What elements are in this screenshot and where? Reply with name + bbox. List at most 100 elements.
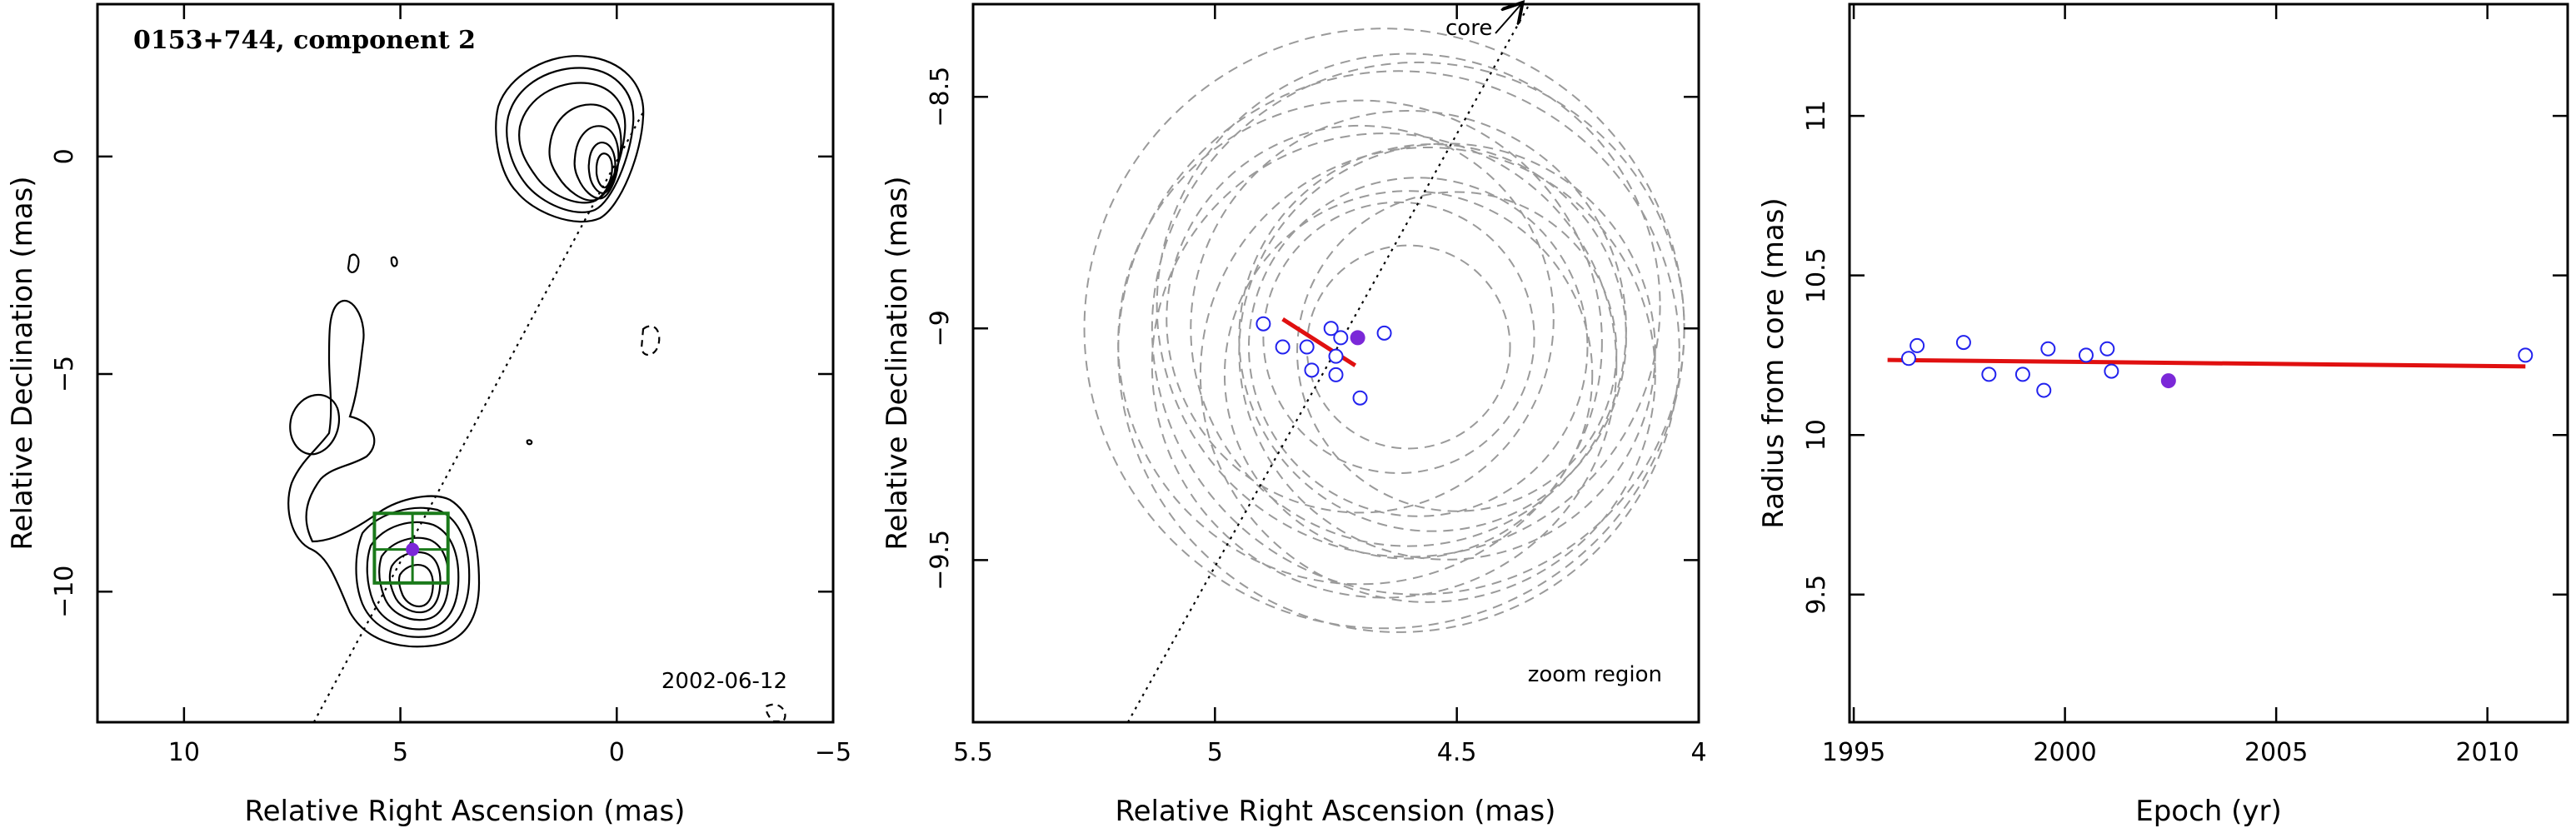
radius-xtick-label: 1995 bbox=[1822, 738, 1885, 767]
component-box bbox=[372, 511, 450, 585]
error-circles bbox=[1083, 27, 1685, 633]
contour-lines bbox=[287, 55, 786, 723]
zoom-ticks: 5.5 5 4.5 4 −8.5 −9 −9.5 bbox=[926, 4, 1707, 767]
zoom-current-epoch-point bbox=[1350, 330, 1365, 346]
error-circle bbox=[1247, 177, 1589, 517]
blob-contour-a bbox=[347, 253, 360, 273]
zoom-data-point bbox=[1256, 316, 1271, 332]
contour-map-date: 2002-06-12 bbox=[661, 669, 787, 694]
zoom-ytick-label: −8.5 bbox=[926, 67, 955, 127]
zoom-xtick-label: 5 bbox=[1207, 738, 1223, 767]
contour-map-plot-area bbox=[287, 55, 786, 723]
error-circle bbox=[1190, 109, 1627, 547]
core-contour-6 bbox=[587, 142, 617, 195]
radius-data-point bbox=[2040, 341, 2056, 357]
contour-map-frame bbox=[96, 2, 835, 724]
radius-data-point bbox=[2099, 341, 2115, 357]
lobe-contour-6 bbox=[397, 564, 434, 608]
radius-ytick-label: 9.5 bbox=[1802, 575, 1831, 615]
contour-map-ticks: 10 5 0 −5 0 −5 −10 bbox=[50, 4, 851, 767]
radius-ytick-label: 10 bbox=[1802, 419, 1831, 451]
contour-map-xtick-label: 5 bbox=[392, 738, 408, 767]
contour-map-xtick-label: −5 bbox=[815, 738, 851, 767]
zoom-data-point bbox=[1328, 348, 1344, 364]
error-circle bbox=[1296, 191, 1618, 512]
contour-map-xtick-label: 10 bbox=[168, 738, 200, 767]
contour-map-xtick-label: 0 bbox=[609, 738, 625, 767]
lobe-contour-outer bbox=[287, 299, 481, 648]
zoom-data-point bbox=[1376, 325, 1392, 341]
lobe-contour-5 bbox=[388, 551, 442, 614]
radius-data-point bbox=[1910, 337, 1925, 353]
radius-data-point bbox=[2014, 367, 2030, 382]
core-arrow-label: core bbox=[1445, 16, 1492, 41]
lobe-contour-3 bbox=[366, 521, 460, 631]
radius-xtick-label: 2000 bbox=[2033, 738, 2096, 767]
zoom-frame bbox=[971, 2, 1700, 724]
zoom-data-point bbox=[1352, 390, 1368, 406]
radius-xtick-label: 2010 bbox=[2455, 738, 2519, 767]
error-circle bbox=[1156, 52, 1661, 558]
error-circle bbox=[1238, 142, 1656, 561]
zoom-panel: core 5.5 5 4.5 4 −8.5 −9 −9.5 zoom region Rela… bbox=[881, 4, 1707, 828]
blob-contour-neg-a bbox=[640, 325, 661, 356]
zoom-ylabel: Relative Declination (mas) bbox=[881, 176, 914, 550]
lobe-contour-2 bbox=[355, 506, 471, 638]
core-direction-arrow bbox=[1495, 5, 1520, 34]
contour-map-title: 0153+744, component 2 bbox=[133, 26, 476, 55]
radius-data-point bbox=[2518, 347, 2534, 363]
blob-contour-neg-b bbox=[765, 703, 786, 723]
radius-ylabel: Radius from core (mas) bbox=[1757, 197, 1790, 528]
zoom-xtick-label: 4 bbox=[1690, 738, 1706, 767]
radius-data-point bbox=[1955, 335, 1971, 351]
component-marker bbox=[406, 542, 420, 556]
contour-map-ylabel: Relative Declination (mas) bbox=[6, 176, 39, 550]
radius-fit-line bbox=[1887, 357, 2526, 369]
core-contour-5 bbox=[573, 125, 620, 200]
radius-xtick-label: 2005 bbox=[2244, 738, 2308, 767]
core-contour-7 bbox=[595, 152, 613, 189]
zoom-jet-axis-line bbox=[1126, 4, 1530, 722]
radius-data-point bbox=[2078, 347, 2094, 363]
radius-current-epoch-point bbox=[2160, 373, 2176, 389]
radius-ytick-label: 11 bbox=[1802, 100, 1831, 132]
blob-contour-b bbox=[390, 256, 398, 267]
lobe-contour-4 bbox=[378, 536, 450, 621]
error-circle bbox=[1117, 70, 1680, 633]
contour-map-ytick-label: −10 bbox=[50, 566, 79, 618]
radius-ticks: 1995 2000 2005 2010 9.5 10 10.5 11 bbox=[1802, 4, 2568, 767]
core-contour-2 bbox=[506, 67, 635, 213]
radius-xlabel: Epoch (yr) bbox=[2135, 795, 2282, 828]
radius-frame bbox=[1848, 2, 2569, 724]
error-circle bbox=[1223, 190, 1594, 560]
blob-contour-c bbox=[526, 439, 533, 446]
core-contour-outer bbox=[495, 55, 645, 223]
error-circle bbox=[1262, 201, 1535, 474]
zoom-ytick-label: −9.5 bbox=[926, 530, 955, 591]
zoom-data-point bbox=[1333, 330, 1349, 346]
radius-data-point bbox=[2104, 363, 2119, 379]
radius-data-point bbox=[2036, 382, 2052, 398]
error-circle bbox=[1151, 61, 1685, 596]
radius-data-point bbox=[1900, 351, 1916, 367]
contour-map-panel: 10 5 0 −5 0 −5 −10 0153+744, component 2 2002-… bbox=[6, 2, 851, 828]
radius-data-point bbox=[1981, 367, 1997, 382]
error-circle bbox=[1117, 99, 1603, 586]
extra-lobe-contour bbox=[289, 393, 341, 456]
radius-points bbox=[1900, 335, 2534, 398]
zoom-data-point bbox=[1304, 362, 1320, 378]
jet-axis-line bbox=[312, 112, 644, 723]
radius-panel: 1995 2000 2005 2010 9.5 10 10.5 11 Epoch (yr) R… bbox=[1757, 2, 2569, 828]
zoom-region-label: zoom region bbox=[1528, 662, 1662, 687]
contour-map-ytick-label: −5 bbox=[50, 356, 79, 392]
error-circle bbox=[1238, 143, 1627, 532]
contour-map-ytick-label: 0 bbox=[50, 148, 79, 164]
error-circle bbox=[1199, 146, 1656, 603]
contour-map-xlabel: Relative Right Ascension (mas) bbox=[245, 795, 686, 828]
zoom-data-point bbox=[1328, 367, 1344, 382]
error-circle bbox=[1166, 124, 1555, 514]
zoom-xlabel: Relative Right Ascension (mas) bbox=[1116, 795, 1556, 828]
zoom-data-point bbox=[1299, 339, 1315, 355]
zoom-points bbox=[1256, 316, 1392, 406]
